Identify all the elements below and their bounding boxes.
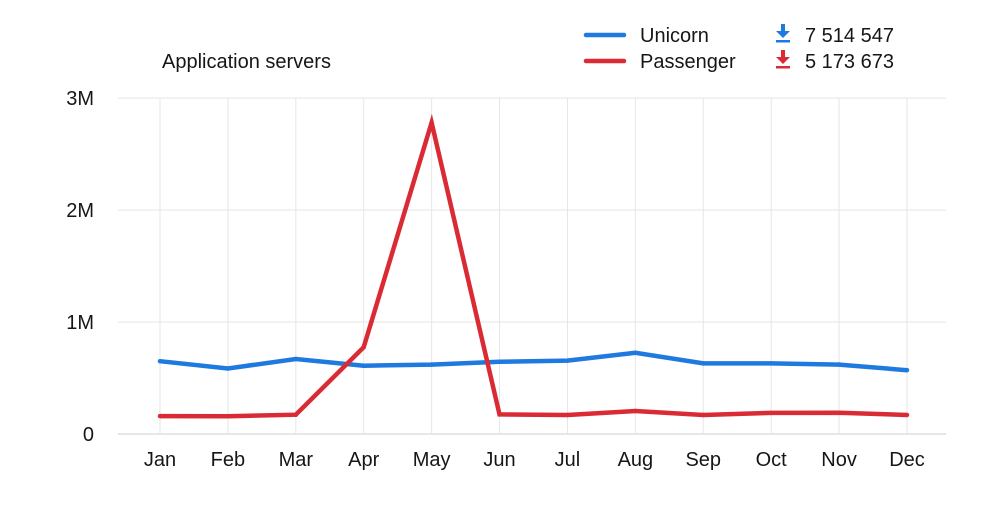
- legend: Unicorn 7 514 547 Passenger 5 173 673: [583, 24, 894, 73]
- data-point-passenger[interactable]: [361, 344, 366, 350]
- download-arrow-icon: [776, 50, 790, 69]
- data-point-unicorn[interactable]: [293, 356, 299, 362]
- series-line-passenger[interactable]: [159, 113, 908, 419]
- download-arrow-icon: [776, 24, 790, 43]
- legend-item-passenger[interactable]: Passenger 5 173 673: [583, 50, 894, 73]
- x-axis: Jan Feb Mar Apr May Jun Jul Aug Sep Oct Nov Dec: [144, 449, 925, 471]
- x-tick-label: Dec: [889, 449, 925, 471]
- data-point-passenger[interactable]: [293, 412, 299, 417]
- x-tick-label: May: [413, 449, 451, 471]
- x-tick-label: Oct: [756, 449, 788, 471]
- x-tick-label: Jan: [144, 449, 176, 471]
- series-line-unicorn[interactable]: [159, 350, 908, 373]
- y-tick-label: 0: [83, 424, 94, 446]
- data-point-passenger[interactable]: [497, 412, 502, 417]
- data-point-unicorn[interactable]: [633, 350, 638, 356]
- data-point-passenger[interactable]: [836, 410, 842, 415]
- data-point-unicorn[interactable]: [701, 361, 706, 366]
- y-tick-label: 3M: [66, 88, 94, 110]
- data-point-passenger[interactable]: [768, 410, 774, 416]
- y-tick-label: 1M: [66, 312, 94, 334]
- data-point-unicorn[interactable]: [904, 367, 910, 373]
- data-point-unicorn[interactable]: [361, 363, 366, 368]
- x-tick-label: Jul: [555, 449, 581, 471]
- legend-item-unicorn[interactable]: Unicorn 7 514 547: [583, 24, 894, 47]
- x-tick-label: Nov: [821, 449, 857, 471]
- x-tick-label: Aug: [618, 449, 654, 471]
- data-point-unicorn[interactable]: [429, 362, 434, 367]
- data-point-passenger[interactable]: [429, 120, 434, 125]
- data-point-unicorn[interactable]: [836, 362, 842, 367]
- data-point-passenger[interactable]: [565, 412, 570, 418]
- series-layer: [157, 113, 910, 419]
- data-point-passenger[interactable]: [904, 412, 910, 418]
- data-point-unicorn[interactable]: [768, 361, 774, 366]
- data-point-unicorn[interactable]: [157, 358, 163, 364]
- data-point-unicorn[interactable]: [565, 358, 570, 363]
- legend-total-passenger: 5 173 673: [805, 51, 894, 73]
- y-tick-label: 2M: [66, 200, 94, 222]
- grid: [118, 97, 946, 435]
- y-axis: 0 1M 2M 3M: [66, 88, 94, 446]
- x-tick-label: Mar: [279, 449, 314, 471]
- x-tick-label: Jun: [483, 449, 515, 471]
- data-point-unicorn[interactable]: [225, 366, 231, 371]
- data-point-passenger[interactable]: [157, 413, 163, 419]
- data-point-unicorn[interactable]: [497, 359, 502, 365]
- legend-total-unicorn: 7 514 547: [805, 25, 894, 47]
- data-point-passenger[interactable]: [701, 412, 706, 418]
- data-point-passenger[interactable]: [633, 408, 638, 414]
- legend-label-unicorn: Unicorn: [640, 25, 709, 47]
- x-tick-label: Feb: [211, 449, 245, 471]
- x-tick-label: Apr: [348, 449, 379, 471]
- legend-label-passenger: Passenger: [640, 51, 736, 73]
- data-point-passenger[interactable]: [225, 414, 231, 419]
- x-tick-label: Sep: [685, 449, 721, 471]
- chart-title: Application servers: [162, 51, 331, 73]
